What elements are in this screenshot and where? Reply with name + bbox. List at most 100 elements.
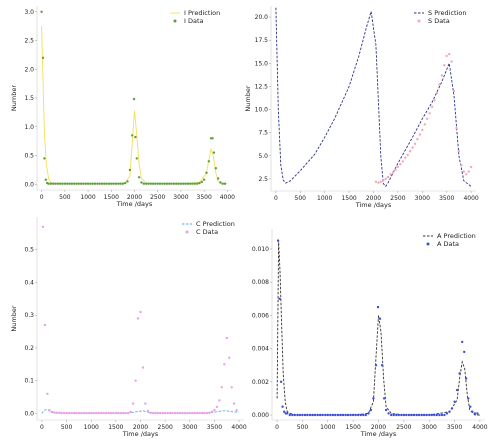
data-point <box>207 160 210 163</box>
data-point <box>131 134 134 137</box>
data-point <box>168 411 172 415</box>
data-point <box>374 364 378 367</box>
y-tick-label: 0.5 <box>24 153 34 160</box>
data-point <box>129 410 132 413</box>
x-tick-label: 1000 <box>80 194 95 201</box>
data-point <box>378 317 382 320</box>
data-point <box>450 60 453 63</box>
data-point <box>109 411 113 415</box>
data-point <box>438 83 441 86</box>
data-point <box>72 182 76 185</box>
data-point <box>462 170 465 173</box>
y-tick-label: 20.0 <box>255 14 269 21</box>
data-point <box>117 182 120 185</box>
data-point <box>392 413 395 417</box>
data-point <box>351 413 355 417</box>
data-point <box>336 413 340 417</box>
data-point <box>181 411 184 415</box>
data-point <box>440 413 444 417</box>
data-point <box>450 407 454 410</box>
data-point <box>52 182 55 185</box>
data-point <box>448 52 451 56</box>
legend-swatch-marker <box>185 230 189 234</box>
data-point <box>47 182 50 185</box>
data-point <box>428 112 431 115</box>
data-point <box>44 178 47 181</box>
data-point <box>208 411 211 414</box>
data-point <box>122 411 125 415</box>
data-point <box>60 411 63 415</box>
data-point <box>219 181 222 184</box>
y-tick-label: 10.0 <box>255 107 269 114</box>
data-point <box>452 89 456 93</box>
x-tick-label: 3500 <box>207 424 222 431</box>
y-tick-label: 0.000 <box>252 412 269 419</box>
data-point <box>149 411 152 414</box>
data-point <box>186 182 190 185</box>
x-tick-label: 0 <box>40 194 44 201</box>
data-point <box>386 175 390 179</box>
data-point <box>469 165 473 169</box>
data-point <box>54 182 57 185</box>
data-point <box>445 412 449 415</box>
data-point <box>142 182 145 185</box>
data-point <box>367 412 370 415</box>
x-tick-label: 500 <box>59 194 71 201</box>
data-point <box>97 411 100 415</box>
data-point <box>41 225 45 228</box>
data-point <box>396 165 400 169</box>
data-point <box>362 413 365 417</box>
data-point <box>90 411 93 415</box>
series-line-a <box>276 240 480 416</box>
data-point <box>49 182 53 185</box>
data-point <box>313 413 317 417</box>
data-point <box>276 239 280 242</box>
data-point <box>344 413 347 417</box>
legend-entry: A Data <box>437 240 459 248</box>
data-point <box>173 411 177 415</box>
data-point <box>58 411 61 414</box>
data-point <box>329 413 332 417</box>
data-point <box>438 413 441 417</box>
data-point <box>301 413 304 417</box>
data-point <box>112 182 115 185</box>
data-point <box>107 182 111 185</box>
x-tick-label: 3000 <box>422 424 437 431</box>
data-point <box>412 413 416 417</box>
series-line-s <box>275 7 472 188</box>
data-point <box>377 181 380 184</box>
data-point <box>119 182 122 185</box>
data-point <box>161 182 164 185</box>
data-point <box>131 402 135 405</box>
data-point <box>223 182 227 185</box>
data-point <box>205 411 209 415</box>
data-point <box>443 63 446 67</box>
data-point <box>75 411 78 415</box>
y-tick-label: 0.1 <box>24 378 34 385</box>
y-tick-label: 2.0 <box>24 66 34 73</box>
data-point <box>99 411 103 415</box>
data-point <box>420 413 423 417</box>
data-point <box>308 413 312 417</box>
x-tick-label: 2000 <box>127 194 142 201</box>
data-point <box>230 386 233 389</box>
data-point <box>428 413 431 417</box>
data-point <box>141 366 145 369</box>
data-point <box>43 323 47 327</box>
data-point <box>77 182 81 185</box>
data-point <box>102 411 105 415</box>
data-point <box>55 411 58 414</box>
data-point <box>334 413 337 417</box>
data-point <box>105 182 108 185</box>
data-point <box>170 182 173 185</box>
data-point <box>288 413 291 417</box>
data-point <box>154 411 157 415</box>
data-point <box>48 409 51 412</box>
data-point <box>417 413 421 417</box>
y-tick-label: 12.5 <box>255 83 269 90</box>
data-point <box>136 317 140 320</box>
y-tick-label: 17.5 <box>255 37 269 44</box>
x-tick-label: 4000 <box>220 194 235 201</box>
data-point <box>339 413 342 417</box>
